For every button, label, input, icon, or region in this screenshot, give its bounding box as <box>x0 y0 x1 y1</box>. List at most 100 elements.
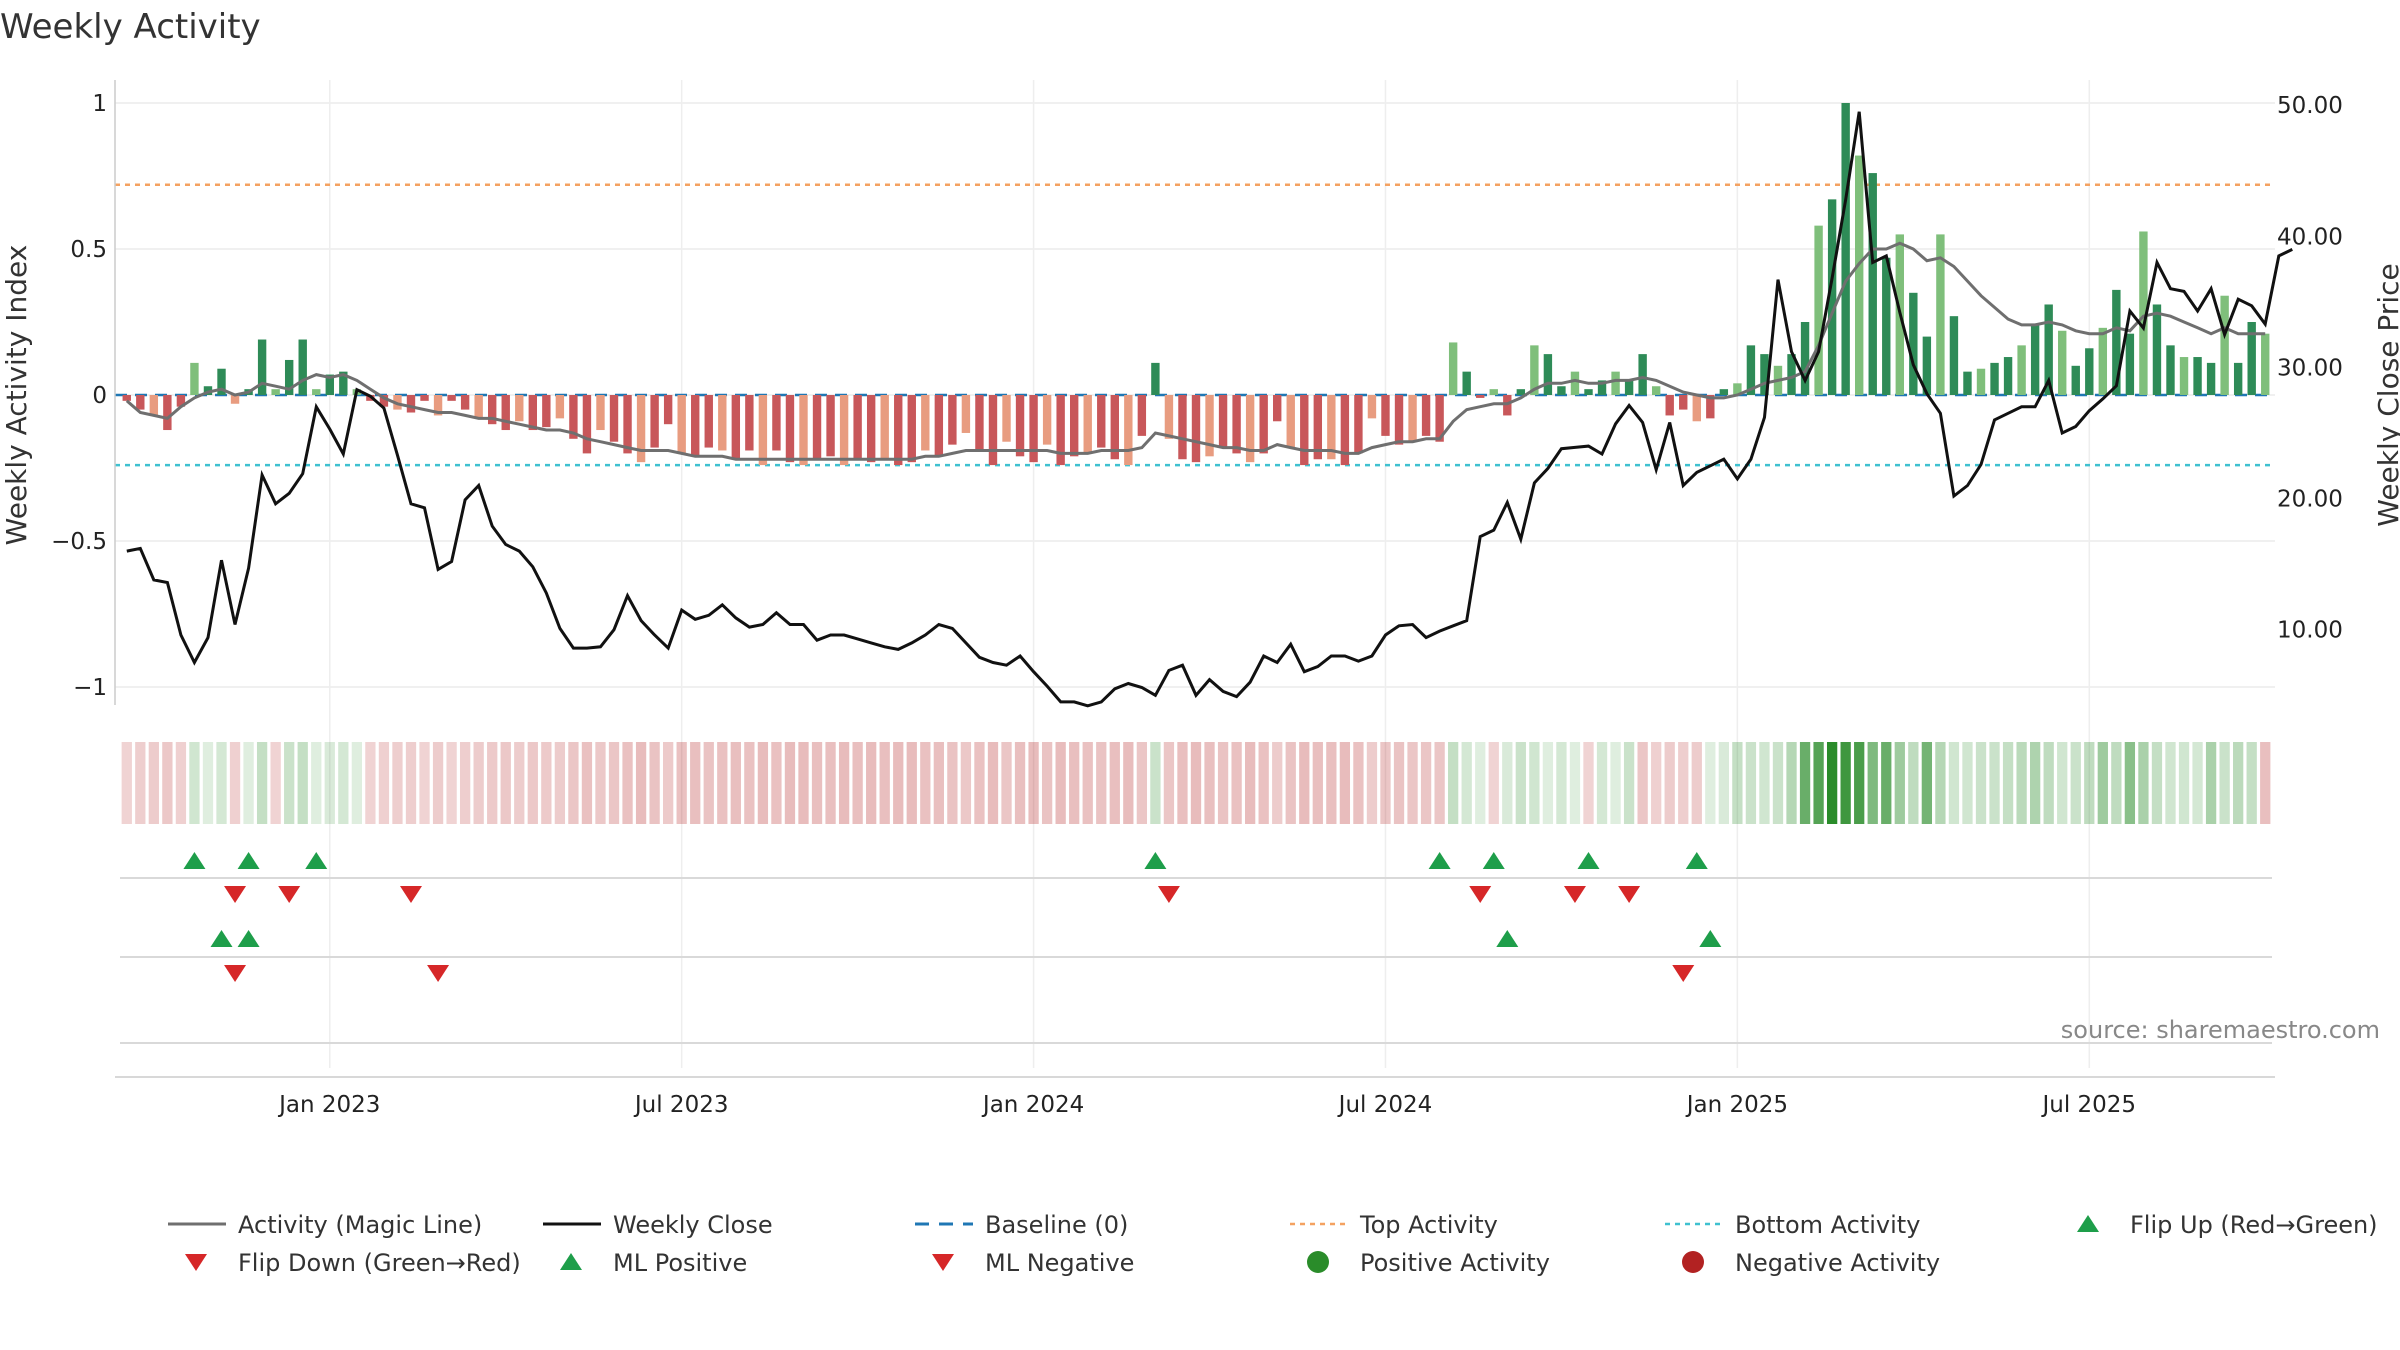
left-tick-label: 1 <box>92 91 107 117</box>
heat-cell <box>1637 742 1648 824</box>
weekly-close-line <box>126 111 2293 708</box>
heat-cell <box>1786 742 1797 824</box>
heat-cell <box>1813 742 1824 824</box>
left-tick-label: −0.5 <box>51 529 107 555</box>
right-tick-label: 50.00 <box>2277 93 2343 119</box>
legend-label: Flip Down (Green→Red) <box>238 1249 521 1277</box>
activity-bar <box>1868 173 1877 395</box>
chart-title: Weekly Activity <box>0 7 261 47</box>
heat-cell <box>1867 742 1878 824</box>
activity-bar <box>826 395 835 457</box>
activity-bar <box>433 395 443 416</box>
legend-swatch-negative-activity <box>1682 1251 1704 1273</box>
activity-bar <box>636 395 646 463</box>
heat-cell <box>1542 742 1554 824</box>
heat-cell <box>2043 742 2054 824</box>
heat-cell <box>256 742 268 824</box>
heat-cell <box>1244 742 1256 824</box>
x-axis: Jan 2023 Jul 2023 Jan 2024 Jul 2024 Jan 2025… <box>115 1076 2275 1118</box>
activity-bar <box>1570 371 1580 395</box>
ml-positive-marker <box>1699 930 1722 947</box>
heat-cell <box>1948 742 1960 824</box>
activity-bar <box>812 395 822 460</box>
activity-bar <box>1421 395 1431 436</box>
heat-cell <box>947 742 958 824</box>
magic-line-series <box>125 241 2266 461</box>
activity-bar <box>1448 342 1458 395</box>
heat-cell <box>1488 742 1499 824</box>
heat-cell <box>1881 742 1892 824</box>
heat-cell <box>974 742 985 824</box>
legend-label: Bottom Activity <box>1735 1211 1920 1239</box>
activity-bar <box>1936 234 1945 395</box>
activity-bar <box>934 395 944 457</box>
heat-cell <box>1217 742 1229 824</box>
activity-bar <box>799 395 808 466</box>
right-axis-label: Weekly Close Price <box>2372 263 2400 526</box>
heat-cell <box>1975 742 1987 824</box>
activity-bar <box>2179 357 2189 395</box>
heat-cell <box>2165 742 2176 824</box>
activity-bar <box>542 395 551 428</box>
activity-bar <box>1015 395 1025 457</box>
activity-bar <box>596 395 605 431</box>
heat-cell <box>229 742 241 824</box>
heat-cell <box>1705 742 1716 824</box>
activity-bar <box>2044 304 2053 395</box>
ml-negative-marker <box>1672 965 1695 982</box>
activity-bar <box>2125 333 2135 395</box>
heat-cell <box>757 742 769 824</box>
heat-cell <box>1515 742 1526 824</box>
activity-bar <box>731 395 741 460</box>
activity-bar <box>515 395 524 422</box>
heat-cell <box>351 742 362 824</box>
activity-bar <box>136 395 145 410</box>
heat-cell <box>378 742 390 824</box>
heat-cell <box>270 742 281 824</box>
activity-bar <box>2220 295 2229 395</box>
flip-down-marker <box>1618 886 1641 903</box>
activity-bar <box>1651 386 1661 395</box>
heat-cell <box>2016 742 2027 824</box>
heat-cell <box>1678 742 1689 824</box>
activity-bar <box>1597 380 1607 395</box>
flip-up-marker <box>305 852 328 869</box>
heat-cell <box>1339 742 1351 824</box>
activity-bar <box>474 395 483 419</box>
activity-bar <box>1042 395 1052 445</box>
heat-cell <box>527 742 538 824</box>
heat-cell <box>1285 742 1296 824</box>
heat-cell <box>1150 742 1161 824</box>
x-tick-label: Jan 2024 <box>981 1092 1084 1118</box>
heat-cell <box>852 742 863 824</box>
heat-cell <box>1272 742 1283 824</box>
heat-cell <box>1380 742 1391 824</box>
heat-cell <box>960 742 972 824</box>
heat-cell <box>2057 742 2068 824</box>
heat-cell <box>1407 742 1418 824</box>
activity-bar <box>1273 395 1282 422</box>
heat-cell <box>554 742 566 824</box>
activity-bar <box>1976 368 1986 395</box>
heat-cell <box>1136 742 1148 824</box>
heat-cell <box>1353 742 1364 824</box>
activity-bar <box>569 395 578 439</box>
heat-cell <box>162 742 173 824</box>
heat-cell <box>1123 742 1134 824</box>
heat-cell <box>1989 742 2000 824</box>
heat-cell <box>1826 742 1838 824</box>
activity-bar <box>2261 333 2270 395</box>
activity-bar <box>1097 395 1106 448</box>
heat-cell <box>338 742 349 824</box>
heat-cell <box>893 742 904 824</box>
legend-label: Activity (Magic Line) <box>238 1211 482 1239</box>
flip-up-marker <box>1482 852 1505 869</box>
activity-bar <box>284 359 294 395</box>
heat-cell <box>121 742 132 824</box>
heat-cell <box>1014 742 1026 824</box>
activity-bar <box>1164 395 1174 439</box>
activity-bar <box>325 374 334 395</box>
heat-cell <box>1461 742 1472 824</box>
activity-bar <box>1218 395 1228 448</box>
